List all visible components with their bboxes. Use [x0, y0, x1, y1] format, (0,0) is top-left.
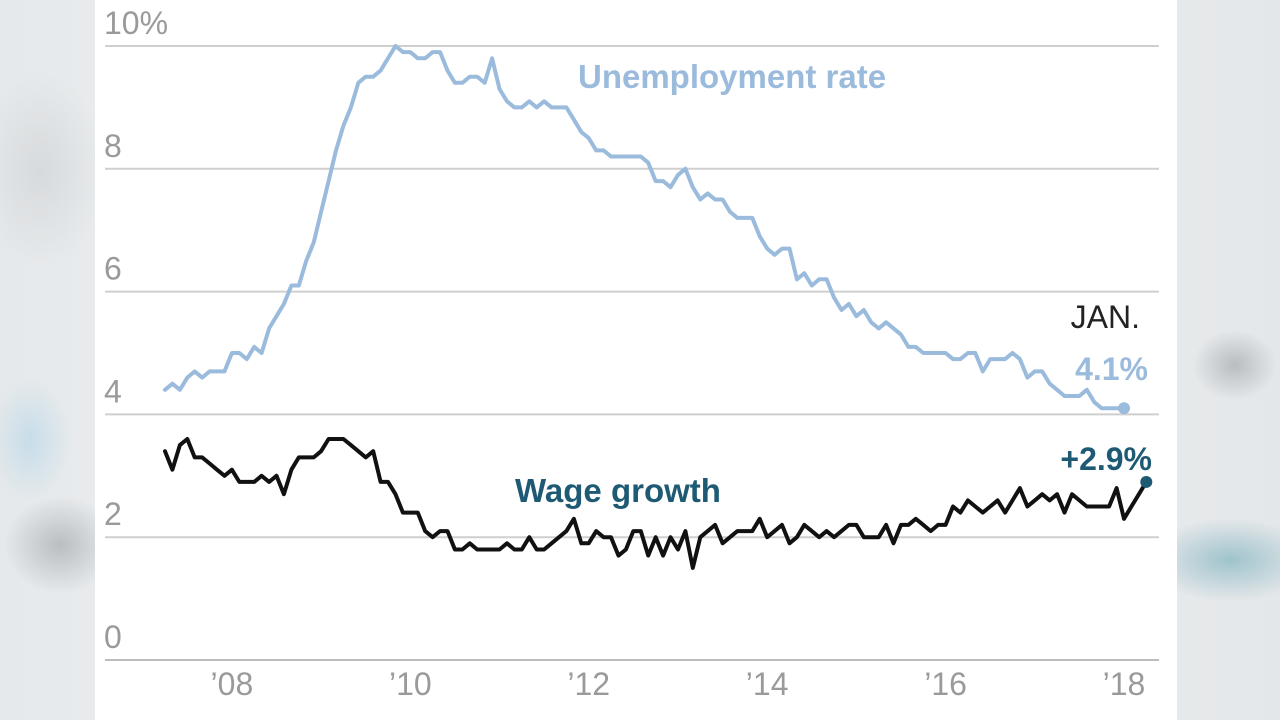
unemployment-rate-end-point [1118, 402, 1130, 415]
y-axis-ticks: 0 2 4 6 8 10% [104, 5, 168, 655]
y-tick-label-6: 6 [104, 251, 122, 287]
gridlines [105, 45, 1159, 661]
y-tick-label-8: 8 [104, 128, 122, 164]
x-tick-label-2018: ’18 [1103, 666, 1146, 702]
x-tick-label-2008: ’08 [211, 666, 254, 702]
y-tick-label-2: 2 [104, 496, 122, 532]
wage-growth-label: Wage growth [515, 472, 721, 509]
wage-growth-line [163, 437, 1149, 570]
unemployment-end-value: 4.1% [1075, 351, 1148, 387]
annotations: Unemployment rate Wage growth JAN. 4.1% … [515, 58, 1152, 509]
wage-growth-end-value: +2.9% [1060, 441, 1152, 477]
x-tick-label-2016: ’16 [924, 666, 967, 702]
x-tick-label-2012: ’12 [567, 666, 610, 702]
y-tick-label-0: 0 [104, 619, 122, 655]
unemployment-rate-label: Unemployment rate [578, 58, 886, 95]
series-lines [163, 44, 1153, 570]
unemployment-rate-line [163, 44, 1126, 411]
y-tick-label-4: 4 [104, 373, 122, 409]
x-tick-label-2014: ’14 [746, 666, 789, 702]
wage-growth-end-point [1140, 475, 1153, 488]
month-label: JAN. [1071, 299, 1140, 335]
y-tick-label-10: 10% [104, 5, 168, 41]
x-axis-ticks: ’08 ’10 ’12 ’14 ’16 ’18 [211, 666, 1146, 702]
x-tick-label-2010: ’10 [389, 666, 432, 702]
